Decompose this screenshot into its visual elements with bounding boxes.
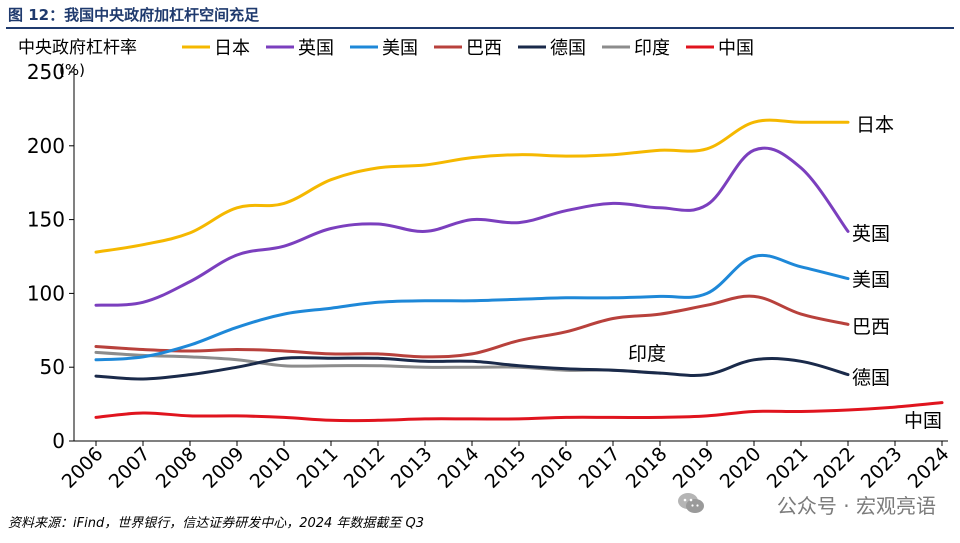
y-tick-label: 250 [27, 60, 65, 84]
x-tick-label: 2012 [340, 443, 390, 493]
title-divider [6, 27, 954, 29]
legend-label: 印度 [634, 38, 670, 59]
series-end-label: 德国 [852, 367, 890, 389]
series-line-中国 [94, 401, 944, 423]
legend: 日本 英国 美国 巴西 德国 印度 中国 [182, 38, 754, 59]
x-tick-label: 2023 [857, 443, 907, 493]
series-line-美国 [94, 253, 850, 362]
y-tick-label: 200 [27, 134, 65, 158]
series-end-label: 英国 [852, 223, 890, 245]
x-tick-label: 2008 [152, 443, 202, 493]
x-tick-label: 2014 [434, 443, 484, 493]
x-tick-label: 2021 [763, 443, 813, 493]
y-tick-label: 50 [40, 355, 65, 379]
x-tick-label: 2011 [293, 443, 343, 493]
legend-label: 德国 [550, 38, 586, 59]
x-tick-label: 2018 [622, 443, 672, 493]
y-tick-label: 0 [52, 429, 65, 453]
y-tick-label: 100 [27, 281, 65, 305]
x-tick-label: 2017 [575, 443, 625, 493]
y-axis-title: 中央政府杠杆率 [18, 38, 137, 58]
axes: 0501001502002502006200720082009201020112… [18, 38, 954, 493]
series-lines [94, 118, 944, 423]
series-line-巴西 [94, 294, 850, 359]
series-end-label: 美国 [852, 269, 890, 291]
legend-label: 美国 [382, 38, 418, 59]
x-tick-label: 2016 [528, 443, 578, 493]
legend-label: 日本 [214, 38, 250, 59]
x-tick-label: 2013 [387, 443, 437, 493]
x-tick-label: 2006 [58, 443, 108, 493]
series-end-label: 印度 [628, 343, 666, 365]
series-end-label: 巴西 [852, 316, 890, 338]
watermark: 公众号 · 宏观亮语 [776, 494, 936, 518]
legend-label: 巴西 [466, 38, 502, 59]
x-tick-label: 2020 [716, 443, 766, 493]
x-tick-label: 2009 [199, 443, 249, 493]
series-line-英国 [94, 146, 850, 307]
x-tick-label: 2019 [669, 443, 719, 493]
x-tick-label: 2024 [904, 443, 954, 493]
series-end-label: 中国 [904, 410, 942, 432]
wechat-icon [678, 493, 704, 513]
x-tick-label: 2015 [481, 443, 531, 493]
series-line-日本 [94, 118, 850, 254]
series-line-德国 [94, 356, 850, 381]
legend-label: 英国 [298, 38, 334, 59]
figure-title: 图 12：我国中央政府加杠杆空间充足 [8, 6, 260, 24]
x-tick-label: 2022 [810, 443, 860, 493]
series-end-label: 日本 [856, 114, 894, 136]
x-tick-label: 2010 [246, 443, 296, 493]
x-tick-label: 2007 [105, 443, 155, 493]
source-note: 资料来源：iFind，世界银行，信达证券研发中心，2024 年数据截至 Q3 [8, 516, 425, 531]
y-tick-label: 150 [27, 208, 65, 232]
legend-label: 中国 [718, 38, 754, 59]
y-axis-unit: (%) [59, 61, 85, 79]
